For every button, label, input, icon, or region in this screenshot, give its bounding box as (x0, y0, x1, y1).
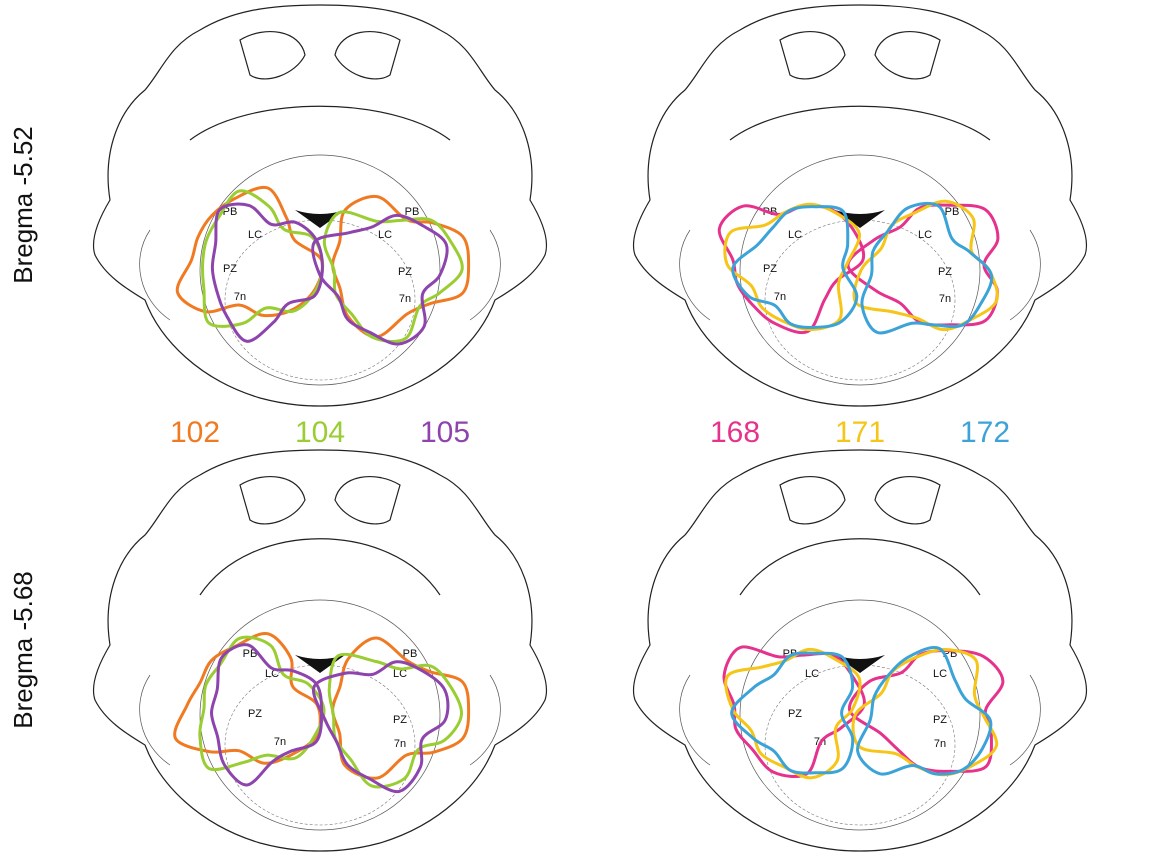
lobe (780, 477, 845, 524)
figure: Bregma -5.52 Bregma -5.68 PBLCPZ7nPBLCPZ… (0, 0, 1149, 859)
cerebellum-arc (190, 106, 450, 140)
region-label: 7n (394, 738, 406, 750)
region-label: LC (805, 668, 819, 680)
region-label: LC (378, 229, 392, 241)
region-label: LC (918, 229, 932, 241)
region-label: PB (945, 206, 960, 218)
lobe (240, 32, 305, 79)
legend-label: 168 (710, 416, 760, 449)
region-label: PZ (933, 714, 947, 726)
legend-label: 172 (960, 416, 1010, 449)
lobe (875, 32, 940, 79)
lobe (335, 477, 400, 524)
row-label: Bregma -5.52 (8, 126, 38, 284)
lesion-outline (853, 649, 997, 774)
region-label: 7n (774, 291, 786, 303)
region-label: PZ (788, 708, 802, 720)
cerebellum-arc (740, 539, 980, 595)
section-outline (93, 5, 320, 406)
region-label: 7n (934, 738, 946, 750)
region-label: PZ (938, 266, 952, 278)
lobe (875, 477, 940, 524)
section-outline (320, 5, 547, 406)
lobe (780, 32, 845, 79)
legend-label: 104 (295, 416, 345, 449)
section-outline (633, 450, 860, 851)
legend-label: 171 (835, 416, 885, 449)
region-label: PZ (223, 263, 237, 275)
cerebellum-arc (200, 539, 440, 595)
lobe (335, 32, 400, 79)
legend-label: 105 (420, 416, 470, 449)
region-label: 7n (939, 293, 951, 305)
row-label: Bregma -5.68 (8, 571, 38, 729)
section-outline (860, 450, 1087, 851)
region-label: PZ (393, 714, 407, 726)
region-label: LC (788, 229, 802, 241)
lobe (240, 477, 305, 524)
region-label: 7n (399, 293, 411, 305)
region-label: LC (933, 668, 947, 680)
region-label: PZ (763, 263, 777, 275)
region-label: PZ (398, 266, 412, 278)
region-label: PZ (248, 708, 262, 720)
cerebellum-arc (730, 106, 990, 140)
legend-label: 102 (170, 416, 220, 449)
brainstem-inner (225, 220, 415, 380)
lesion-outline (862, 203, 992, 333)
lesion-outline (725, 204, 860, 329)
region-label: 7n (274, 736, 286, 748)
lesion-outline (733, 207, 857, 328)
lesion-outline (324, 212, 462, 342)
region-label: 7n (234, 291, 246, 303)
region-label: LC (248, 229, 262, 241)
